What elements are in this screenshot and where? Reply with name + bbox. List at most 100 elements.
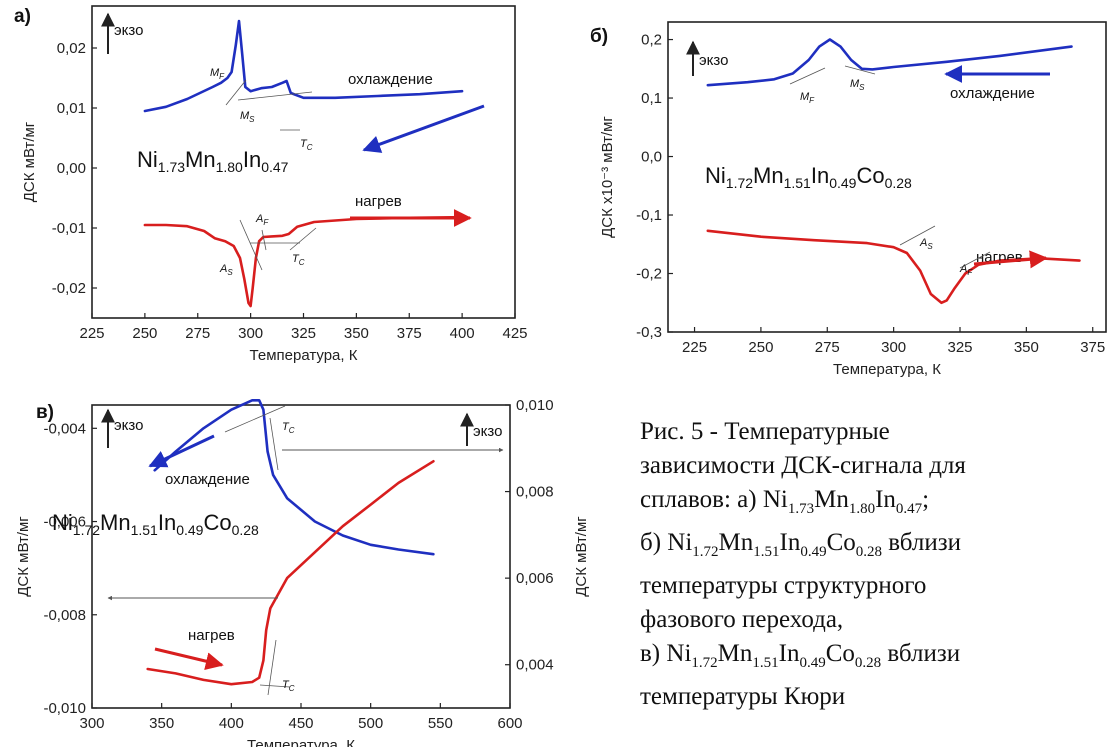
y-right-tick-label: 0,008 (516, 484, 554, 501)
y-tick-label: -0,3 (636, 324, 662, 341)
point-Af-b: AF (959, 263, 973, 277)
heating-label: нагрев (355, 193, 402, 210)
point-Tc-cool-c: TC (282, 421, 295, 435)
panel-b-label: б) (590, 26, 608, 47)
y-tick-label: -0,004 (43, 420, 86, 437)
tangent-lines-b (789, 65, 991, 269)
cooling-label: охлаждение (348, 71, 433, 88)
cooling-curve (706, 38, 1073, 87)
y-tick-label: 0,1 (641, 90, 662, 107)
point-Ms-a: MS (240, 110, 255, 124)
x-tick-label: 450 (288, 715, 313, 732)
x-tick-label: 350 (344, 325, 369, 342)
formula-b: Ni1.72Mn1.51In0.49Co0.28 (705, 163, 912, 191)
x-axis-label: Температура, К (833, 361, 941, 378)
x-tick-label: 400 (450, 325, 475, 342)
caption-line-3: сплавов: а) Ni1.73Mn1.80In0.47; (640, 486, 930, 517)
heating-arrow (973, 250, 1048, 269)
exo-marker-right: экзо (460, 412, 502, 446)
y-tick-label: 0,02 (57, 40, 86, 57)
y-tick-label: -0,1 (636, 207, 662, 224)
y-axis-label: ДСК мВт/мг (15, 516, 32, 597)
y-right-tick-label: 0,004 (516, 657, 554, 674)
heating-arrow (154, 647, 224, 670)
point-Tc-heat-c: TC (282, 679, 295, 693)
x-tick-label: 350 (1014, 339, 1039, 356)
formula-a: Ni1.73Mn1.80In0.47 (137, 147, 289, 175)
x-tick-label: 550 (428, 715, 453, 732)
y-axis-label: ДСК мВт/мг (21, 121, 38, 202)
y-tick-label: 0,00 (57, 160, 86, 177)
y-tick-label: -0,02 (52, 280, 86, 297)
y-tick-label: -0,008 (43, 607, 86, 624)
x-tick-label: 300 (79, 715, 104, 732)
point-Tc-cool-a: TC (300, 138, 313, 152)
plot-frame (667, 21, 1107, 333)
cooling-label: охлаждение (165, 471, 250, 488)
exo-label: экзо (699, 52, 728, 69)
y-tick-label: -0,006 (43, 514, 86, 531)
x-tick-label: 325 (291, 325, 316, 342)
exo-marker: экзо (686, 40, 728, 76)
caption-line-4: б) Ni1.72Mn1.51In0.49Co0.28 вблизи (640, 529, 961, 560)
exo-label: экзо (114, 22, 143, 39)
x-tick-label: 325 (947, 339, 972, 356)
x-tick-label: 225 (79, 325, 104, 342)
caption-line-8: температуры Кюри (640, 683, 846, 710)
figure-caption: Рис. 5 - Температурные зависимости ДСК-с… (640, 415, 1105, 714)
y-tick-label: -0,2 (636, 266, 662, 283)
panel-b-chart: 225 250 275 300 325 350 375 0,2 0,1 0,0 -0,1 -0,2 -0… (590, 21, 1107, 378)
x-tick-label: 425 (502, 325, 527, 342)
caption-line-7: в) Ni1.72Mn1.51In0.49Co0.28 вблизи (640, 640, 961, 671)
x-tick-label: 300 (881, 339, 906, 356)
heating-curve (143, 215, 464, 308)
exo-marker: экзо (101, 12, 143, 54)
y-right-axis-label: ДСК мВт/мг (573, 516, 590, 597)
formula-c: Ni1.72Mn1.51In0.49Co0.28 (52, 510, 259, 538)
cooling-curve (143, 19, 464, 113)
x-tick-label: 500 (358, 715, 383, 732)
point-Mf-b: MF (800, 91, 815, 105)
panel-a-label: а) (14, 6, 31, 27)
x-axis-label: Температура, К (247, 737, 355, 747)
y-tick-label: -0,01 (52, 220, 86, 237)
y-tick-label: 0,01 (57, 100, 86, 117)
heating-label: нагрев (188, 627, 235, 644)
x-tick-label: 375 (1080, 339, 1105, 356)
x-tick-label: 600 (497, 715, 522, 732)
point-Mf-a: MF (210, 67, 225, 81)
x-tick-label: 375 (397, 325, 422, 342)
point-Tc-heat-a: TC (292, 253, 305, 267)
cooling-curve (153, 399, 435, 556)
heating-curve (706, 229, 1081, 305)
cooling-label: охлаждение (950, 85, 1035, 102)
x-tick-label: 225 (682, 339, 707, 356)
x-tick-label: 300 (238, 325, 263, 342)
x-tick-label: 250 (748, 339, 773, 356)
point-As-b: AS (919, 237, 933, 251)
x-tick-label: 275 (185, 325, 210, 342)
x-tick-label: 275 (815, 339, 840, 356)
point-Af-a: AF (255, 213, 269, 227)
exo-marker-left: экзо (101, 408, 143, 448)
cooling-arrow (362, 104, 485, 153)
heating-curve (146, 460, 435, 686)
caption-line-6: фазового перехода, (640, 606, 844, 633)
tangent-lines-a (225, 79, 317, 271)
x-tick-label: 400 (219, 715, 244, 732)
x-axis-label: Температура, К (250, 347, 358, 364)
caption-line-1: Рис. 5 - Температурные (640, 418, 890, 445)
panel-c-label: в) (36, 402, 54, 423)
y-right-tick-label: 0,010 (516, 397, 554, 414)
y-tick-label: 0,2 (641, 32, 662, 49)
panel-c-chart: 300 350 400 450 500 550 600 -0,004 -0,006 -0,008 -… (15, 397, 590, 747)
y-tick-label: -0,010 (43, 700, 86, 717)
x-tick-label: 350 (149, 715, 174, 732)
y-right-tick-label: 0,006 (516, 570, 554, 587)
caption-line-5: температуры структурного (640, 572, 927, 599)
panel-a-chart: 225 250 275 300 325 350 375 400 425 0,02 0,01 0,00 -… (14, 5, 528, 364)
y-tick-label: 0,0 (641, 149, 662, 166)
point-As-a: AS (219, 263, 233, 277)
cooling-arrow (148, 434, 215, 468)
